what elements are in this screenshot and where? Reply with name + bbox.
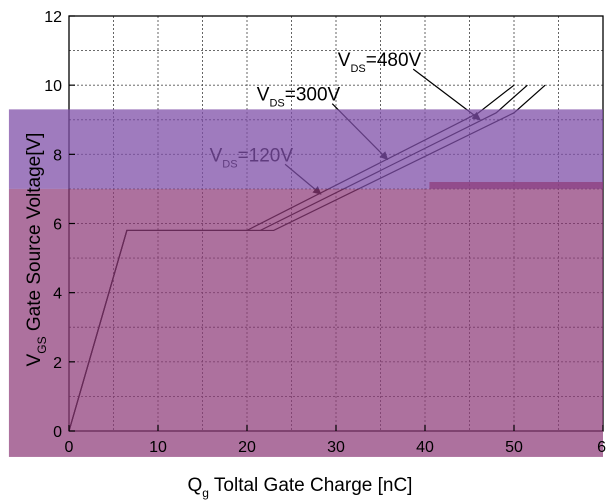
y-tick-label: 0: [53, 424, 62, 441]
overlay-band-2: [8, 188, 604, 457]
x-tick-label: 50: [505, 439, 523, 456]
x-tick-label: 10: [149, 439, 167, 456]
annotation-rest-2: =300V: [285, 85, 341, 106]
y-axis-label-sub: GS: [35, 336, 49, 353]
x-tick-label: 20: [238, 439, 256, 456]
x-axis-label-rest: Toltal Gate Charge [nC]: [209, 475, 412, 496]
annotation-main-2: V: [257, 85, 270, 106]
y-axis-label: VGS Gate Source Voltage[V]: [24, 133, 49, 367]
x-axis-label-main: Q: [188, 475, 203, 496]
overlay-group: [8, 109, 604, 457]
x-tick-label: 40: [416, 439, 434, 456]
annotation-label-2: VDS=300V: [257, 85, 341, 110]
x-tick-label: 0: [65, 439, 74, 456]
x-axis-label: Qg Toltal Gate Charge [nC]: [188, 475, 413, 500]
y-axis-label-main: V: [24, 353, 45, 366]
overlay-band-1: [8, 109, 604, 189]
y-axis-label-rest: Gate Source Voltage[V]: [24, 133, 45, 337]
y-tick-label: 10: [44, 78, 62, 95]
annotation-sub-2: DS: [269, 98, 284, 110]
annotation-main-1: V: [338, 50, 351, 71]
y-tick-label: 12: [44, 9, 62, 26]
y-tick-label: 6: [53, 217, 62, 234]
y-tick-label: 2: [53, 355, 62, 372]
y-tick-label: 4: [53, 286, 62, 303]
annotation-sub-1: DS: [350, 63, 365, 75]
x-tick-label: 6: [597, 439, 606, 456]
annotation-label-1: VDS=480V: [338, 50, 422, 75]
x-tick-label: 30: [327, 439, 345, 456]
overlay-band-3: [429, 182, 603, 189]
y-tick-label: 8: [53, 147, 62, 164]
annotation-rest-1: =480V: [366, 50, 422, 71]
x-axis-label-sub: g: [202, 486, 209, 500]
